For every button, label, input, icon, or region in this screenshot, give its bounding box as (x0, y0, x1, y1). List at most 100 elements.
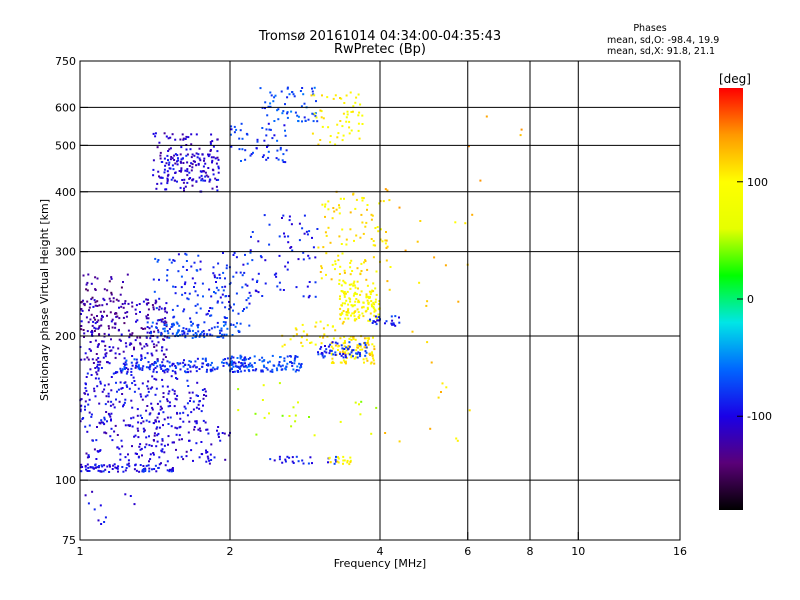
data-point (103, 388, 106, 391)
data-point (319, 271, 322, 273)
data-point (276, 369, 279, 372)
data-point (171, 364, 174, 367)
data-point (127, 462, 130, 465)
data-point (125, 372, 128, 375)
data-point (147, 308, 150, 311)
data-point (157, 432, 160, 435)
data-point (196, 156, 199, 159)
data-point (100, 421, 103, 424)
data-point (311, 112, 314, 115)
data-point (361, 348, 364, 351)
data-point (364, 225, 367, 228)
data-point (292, 462, 295, 464)
data-point (176, 180, 178, 183)
data-point (456, 439, 459, 442)
data-point (167, 435, 170, 438)
data-point (196, 303, 199, 306)
data-point (144, 356, 147, 359)
data-point (163, 322, 166, 325)
data-point (372, 336, 374, 339)
data-point (162, 396, 165, 398)
data-point (283, 124, 286, 127)
data-point (327, 226, 330, 229)
data-point (175, 321, 178, 324)
data-point (88, 424, 91, 427)
data-point (287, 241, 290, 244)
data-point (372, 301, 375, 304)
data-point (154, 464, 157, 467)
data-point (241, 363, 244, 366)
data-point (212, 366, 215, 369)
data-point (250, 364, 253, 367)
data-point (363, 346, 366, 349)
data-point (279, 365, 282, 368)
data-point (159, 318, 162, 321)
data-point (278, 382, 281, 385)
data-point (109, 300, 112, 303)
data-point (159, 364, 162, 367)
data-point (341, 290, 344, 293)
data-point (212, 156, 215, 159)
data-point (162, 327, 165, 330)
data-point (122, 362, 125, 365)
data-point (171, 388, 174, 391)
data-point (217, 289, 220, 292)
data-point (315, 321, 318, 324)
data-point (110, 400, 113, 403)
data-point (110, 349, 113, 352)
data-point (110, 376, 113, 378)
data-point (209, 364, 212, 367)
data-point (244, 283, 247, 286)
data-point (300, 365, 303, 368)
data-point (193, 154, 196, 157)
data-point (97, 319, 100, 322)
data-point (148, 413, 151, 416)
data-point (355, 349, 358, 352)
data-point (79, 466, 82, 469)
data-point (98, 450, 101, 452)
data-point (369, 319, 371, 322)
data-point (348, 120, 351, 123)
data-point (207, 153, 209, 156)
data-point (210, 133, 213, 136)
data-point (321, 203, 324, 206)
data-point (122, 405, 124, 408)
data-point (164, 464, 167, 467)
data-point (262, 154, 265, 157)
data-point (284, 458, 287, 461)
x-tick-label: 16 (673, 545, 687, 558)
data-point (290, 246, 293, 248)
data-point (246, 366, 249, 369)
data-point (273, 273, 276, 276)
data-point (265, 367, 268, 369)
data-point (303, 214, 306, 217)
data-point (113, 406, 116, 409)
data-point (153, 361, 156, 363)
data-point (87, 321, 90, 324)
data-point (347, 317, 350, 320)
data-point (93, 299, 96, 302)
data-point (103, 299, 106, 302)
data-point (179, 186, 182, 189)
data-point (166, 279, 169, 282)
data-point (159, 366, 162, 369)
data-point (156, 182, 159, 185)
data-point (207, 175, 210, 178)
data-point (373, 314, 376, 317)
data-point (359, 273, 362, 276)
data-point (116, 390, 118, 393)
data-point (200, 179, 203, 182)
data-point (234, 362, 237, 365)
data-point (290, 110, 293, 113)
data-point (183, 331, 186, 334)
data-point (155, 344, 158, 347)
data-point (301, 323, 304, 326)
data-point (336, 123, 339, 126)
data-point (343, 197, 345, 200)
data-point (366, 341, 369, 344)
data-point (390, 322, 393, 325)
data-point (282, 153, 285, 156)
data-point (154, 393, 157, 396)
data-point (349, 266, 352, 269)
data-point (140, 447, 143, 450)
